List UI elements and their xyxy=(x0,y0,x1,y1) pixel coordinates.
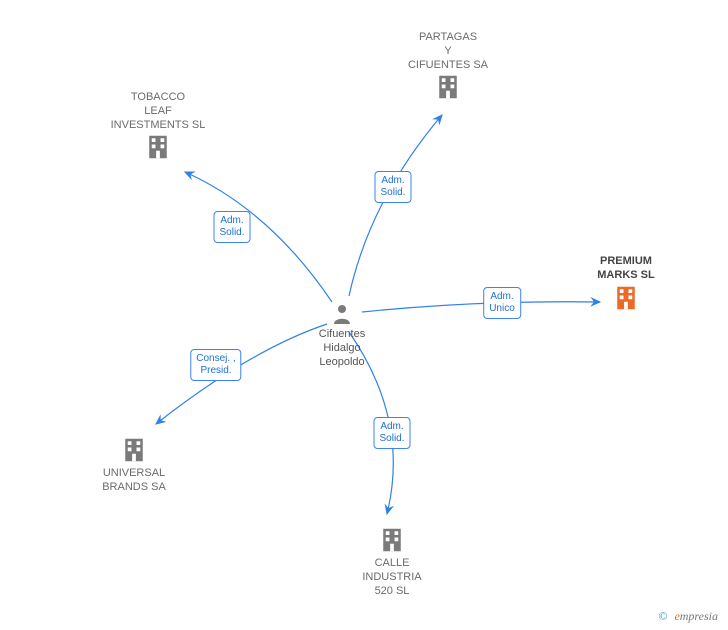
edge-arrow xyxy=(349,115,442,296)
company-label: CALLE INDUSTRIA 520 SL xyxy=(322,557,462,598)
company-node: PARTAGAS Y CIFUENTES SA xyxy=(378,29,518,102)
company-label: PARTAGAS Y CIFUENTES SA xyxy=(378,31,518,72)
building-icon xyxy=(611,283,641,313)
company-label: UNIVERSAL BRANDS SA xyxy=(64,467,204,495)
company-node: TOBACCO LEAF INVESTMENTS SL xyxy=(88,89,228,162)
center-person-node: Cifuentes Hidalgo Leopoldo xyxy=(292,302,392,369)
company-label: TOBACCO LEAF INVESTMENTS SL xyxy=(88,91,228,132)
building-icon xyxy=(433,72,463,102)
copyright-symbol: © xyxy=(658,609,667,623)
edge-label: Adm. Solid. xyxy=(213,211,250,243)
company-label: PREMIUM MARKS SL xyxy=(556,255,696,283)
person-icon xyxy=(330,302,354,326)
building-icon xyxy=(377,525,407,555)
network-diagram: Cifuentes Hidalgo Leopoldo TOBACCO LEAF I… xyxy=(0,0,728,630)
edge-label: Adm. Solid. xyxy=(374,171,411,203)
company-node: CALLE INDUSTRIA 520 SL xyxy=(322,525,462,598)
edge-label: Consej. , Presid. xyxy=(190,349,241,381)
watermark: © empresia xyxy=(658,609,718,624)
company-node: UNIVERSAL BRANDS SA xyxy=(64,435,204,495)
building-icon xyxy=(143,132,173,162)
watermark-text: mpresia xyxy=(680,609,718,623)
building-icon xyxy=(119,435,149,465)
center-person-label: Cifuentes Hidalgo Leopoldo xyxy=(292,328,392,369)
company-node: PREMIUM MARKS SL xyxy=(556,253,696,313)
edge-label: Adm. Solid. xyxy=(373,417,410,449)
edge-label: Adm. Unico xyxy=(483,287,521,319)
edge-arrow xyxy=(185,172,332,302)
